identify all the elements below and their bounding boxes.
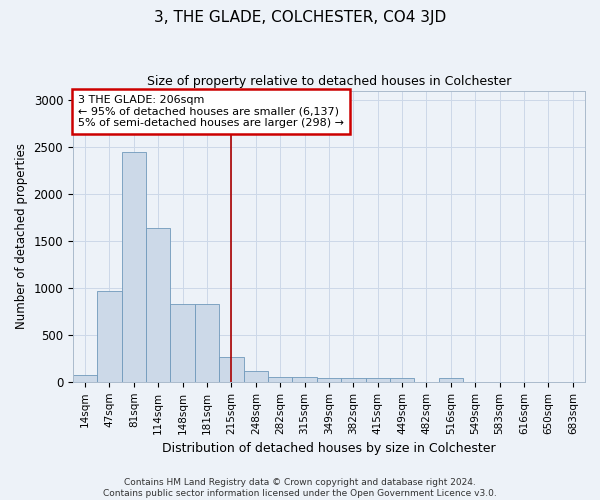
Bar [341,378,365,382]
Bar [390,378,415,382]
Bar [244,370,268,382]
Bar [146,228,170,382]
Bar [73,375,97,382]
Bar [292,377,317,382]
Title: Size of property relative to detached houses in Colchester: Size of property relative to detached ho… [147,75,511,88]
Bar [365,378,390,382]
Bar [195,304,219,382]
Bar [219,357,244,382]
X-axis label: Distribution of detached houses by size in Colchester: Distribution of detached houses by size … [162,442,496,455]
Y-axis label: Number of detached properties: Number of detached properties [15,143,28,329]
Bar [97,290,122,382]
Bar [317,378,341,382]
Text: Contains HM Land Registry data © Crown copyright and database right 2024.
Contai: Contains HM Land Registry data © Crown c… [103,478,497,498]
Bar [268,376,292,382]
Text: 3, THE GLADE, COLCHESTER, CO4 3JD: 3, THE GLADE, COLCHESTER, CO4 3JD [154,10,446,25]
Bar [439,378,463,382]
Bar [122,152,146,382]
Text: 3 THE GLADE: 206sqm
← 95% of detached houses are smaller (6,137)
5% of semi-deta: 3 THE GLADE: 206sqm ← 95% of detached ho… [78,95,344,128]
Bar [170,304,195,382]
